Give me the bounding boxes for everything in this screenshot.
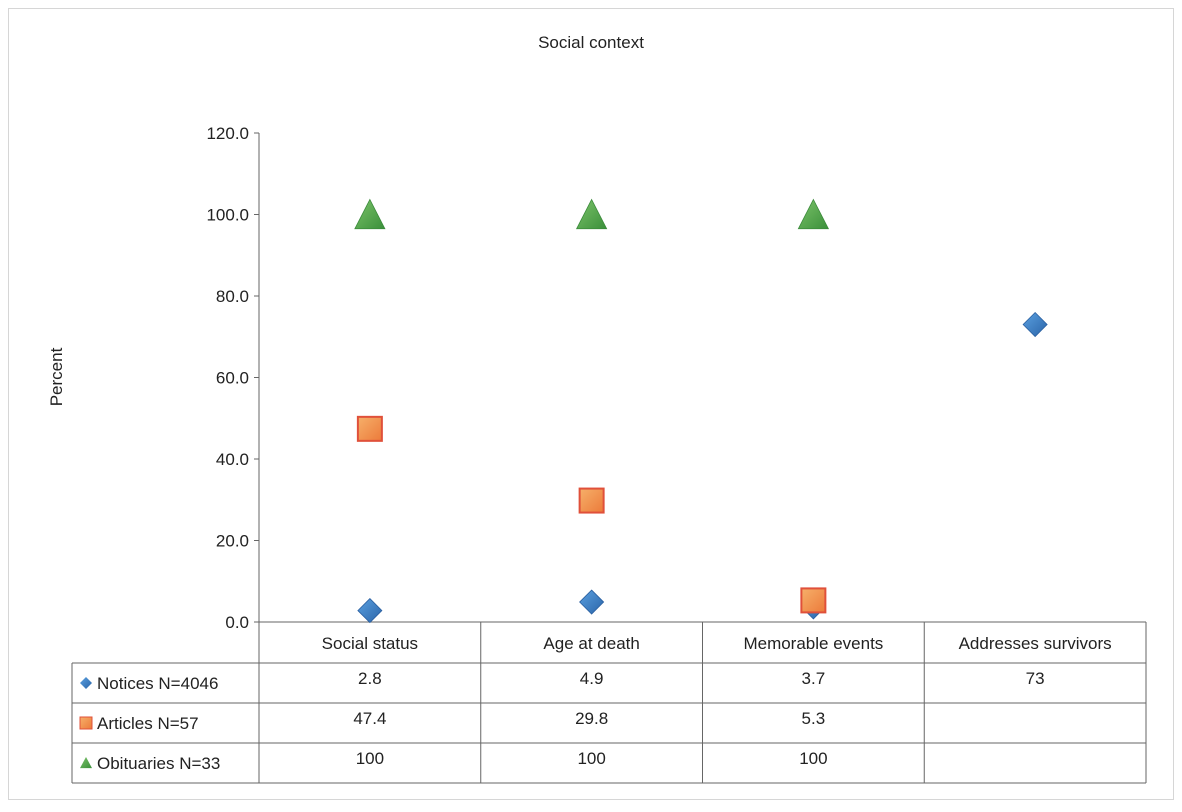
data-label: 73 [1026, 669, 1045, 688]
series-markers [355, 200, 1047, 623]
point-triangle [355, 200, 385, 229]
data-label: 100 [356, 749, 384, 768]
category-label: Addresses survivors [959, 634, 1112, 653]
point-square [580, 489, 604, 513]
legend-key-triangle [80, 757, 92, 768]
y-tick-label: 60.0 [216, 369, 249, 388]
data-label: 47.4 [353, 709, 386, 728]
point-diamond [580, 590, 604, 614]
y-tick-label: 40.0 [216, 450, 249, 469]
legend-key-square [80, 717, 92, 729]
point-square [801, 588, 825, 612]
legend-entry: Obituaries N=33 [97, 754, 220, 773]
point-square [358, 417, 382, 441]
y-tick-label: 0.0 [225, 613, 249, 632]
y-tick-label: 20.0 [216, 532, 249, 551]
legend-entry: Notices N=4046 [97, 674, 218, 693]
data-table: Social status Age at death Memorable event… [72, 622, 1146, 783]
category-label: Social status [322, 634, 418, 653]
point-triangle [577, 200, 607, 229]
data-label: 29.8 [575, 709, 608, 728]
data-label: 3.7 [802, 669, 826, 688]
data-label: 4.9 [580, 669, 604, 688]
point-diamond [358, 599, 382, 623]
point-triangle [798, 200, 828, 229]
point-diamond [1023, 313, 1047, 337]
data-label: 100 [799, 749, 827, 768]
axes: 0.0 20.0 40.0 60.0 80.0 100.0 120.0 [206, 124, 259, 632]
legend-entry: Articles N=57 [97, 714, 199, 733]
category-label: Age at death [543, 634, 639, 653]
data-label: 100 [577, 749, 605, 768]
data-label: 5.3 [802, 709, 826, 728]
y-tick-label: 100.0 [206, 206, 249, 225]
legend-key-diamond [80, 677, 92, 689]
y-tick-label: 80.0 [216, 287, 249, 306]
data-label: 2.8 [358, 669, 382, 688]
category-label: Memorable events [743, 634, 883, 653]
y-tick-label: 120.0 [206, 124, 249, 143]
